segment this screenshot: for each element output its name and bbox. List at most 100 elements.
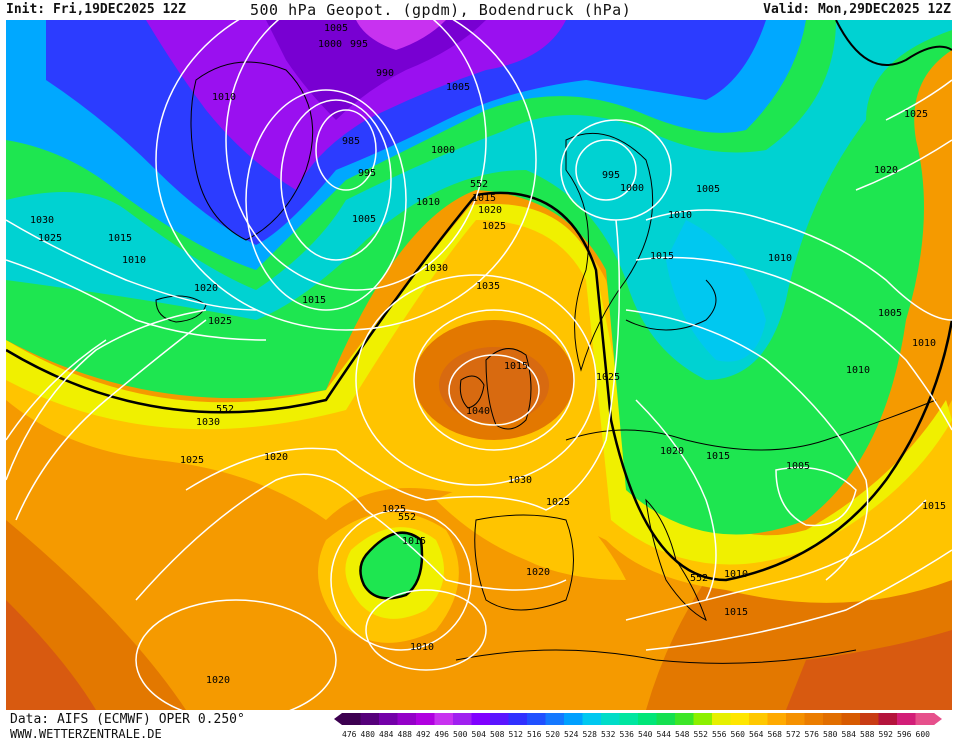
pressure-label: 1025 [180,455,204,466]
pressure-label: 1015 [706,451,730,462]
pressure-label: 1010 [912,338,936,349]
coast-britain [485,348,532,430]
legend-level-label: 540 [638,730,653,739]
pressure-label: 1005 [352,214,376,225]
isobar-1005-north [155,20,537,331]
data-source-label: Data: AIFS (ECMWF) OPER 0.250° [10,712,245,727]
legend-swatch [564,713,583,725]
field-magenta [356,20,446,50]
pressure-labels: 1005 1000 995 1010 990 1005 985 1000 995… [30,23,946,686]
pressure-label: 1015 [472,193,496,204]
legend-swatch [841,713,861,725]
legend-level-label: 560 [731,730,746,739]
coast-ireland [459,375,485,409]
valid-time-label: Valid: Mon,29DEC2025 12Z [763,2,951,17]
pressure-label: 1000 [318,39,342,50]
legend-swatch [730,713,750,725]
legend-swatch [453,713,472,725]
legend-labels: 476 480 484 488 492 496 500 504 508 512 516 520 524 5… [342,730,930,739]
isobar-1020-northeast [855,139,952,191]
pressure-label: 1015 [302,295,326,306]
legend-swatch [860,713,879,725]
legend-level-label: 516 [527,730,542,739]
coast-italy [645,498,707,621]
pressure-label: 1025 [904,109,928,120]
pressure-label: 1010 [416,197,440,208]
pressure-label: 1010 [668,210,692,221]
legend-level-label: 584 [842,730,857,739]
isobar-990-greenland [280,99,392,261]
legend-swatch [545,713,565,725]
legend-swatches [334,713,942,725]
isobar-1030-b [6,339,107,441]
legend-level-label: 504 [472,730,487,739]
isobar-1025-a [185,219,621,511]
legend-level-label: 568 [768,730,783,739]
pressure-label: 1030 [196,417,220,428]
field-deep-purple [266,20,486,120]
init-time-label: Init: Fri,19DEC2025 12Z [6,2,187,17]
legend-swatch [416,713,435,725]
pressure-label: 1010 [724,569,748,580]
pressure-label: 1010 [410,642,434,653]
map-canvas: 1005 1000 995 1010 990 1005 985 1000 995… [6,20,952,710]
legend-level-label: 580 [823,730,838,739]
legend-level-label: 484 [379,730,394,739]
pressure-label: 1025 [382,504,406,515]
coast-europe-mainland [565,399,937,451]
legend-swatch [582,713,602,725]
coast-north-africa [455,649,857,664]
pressure-label: 1005 [878,308,902,319]
legend-swatch [638,713,657,725]
isobar-1010-med [625,499,927,621]
isobar-1020-west [135,599,337,710]
coast-iberia [474,514,574,611]
legend-swatch [767,713,787,725]
isobar-1000-scand [560,119,672,221]
isobar-995-greenland [245,89,407,311]
pressure-label: 1020 [206,675,230,686]
pressure-label: 1020 [874,165,898,176]
legend-level-label: 500 [453,730,468,739]
legend-swatch [804,713,824,725]
isobar-1020-east [635,399,717,601]
legend-level-label: 488 [398,730,413,739]
legend-swatch [601,713,620,725]
legend-swatch [878,713,898,725]
pressure-label: 1025 [38,233,62,244]
pressure-label: 1030 [424,263,448,274]
isobar-1000-north [225,20,487,291]
pressure-label: 552 [398,512,416,523]
isobar-1010-iceland [6,219,257,311]
pressure-label: 552 [216,404,234,415]
isobar-1010-east [635,256,952,431]
pressure-label: 1015 [650,251,674,262]
pressure-label: 1020 [264,452,288,463]
pressure-label: 995 [358,168,376,179]
pressure-label: 995 [350,39,368,50]
pressure-label: 990 [376,68,394,79]
isobar-1015-iceland [6,259,267,341]
pressure-label: 1025 [546,497,570,508]
pressure-label: 1020 [194,283,218,294]
legend-level-label: 532 [601,730,616,739]
legend-swatch [915,713,935,725]
legend-level-label: 512 [509,730,524,739]
legend-level-label: 600 [916,730,931,739]
isobar-1015-med [645,549,952,651]
pressure-label: 985 [342,136,360,147]
legend-swatch [508,713,528,725]
isobar-1020-a [135,473,567,601]
legend-swatch [360,713,380,725]
color-legend: 476 480 484 488 492 496 500 504 508 512 516 520 524 5… [334,713,942,739]
pressure-label: 1020 [478,205,502,216]
field-red-sw [6,600,96,710]
isobars [6,20,952,710]
isobar-1035 [413,309,575,451]
legend-level-label: 596 [897,730,912,739]
pressure-label: 1005 [786,461,810,472]
weather-map[interactable]: 1005 1000 995 1010 990 1005 985 1000 995… [6,20,952,710]
pressure-label: 552 [690,573,708,584]
field-cutoff-green [360,532,422,599]
legend-level-label: 588 [860,730,875,739]
